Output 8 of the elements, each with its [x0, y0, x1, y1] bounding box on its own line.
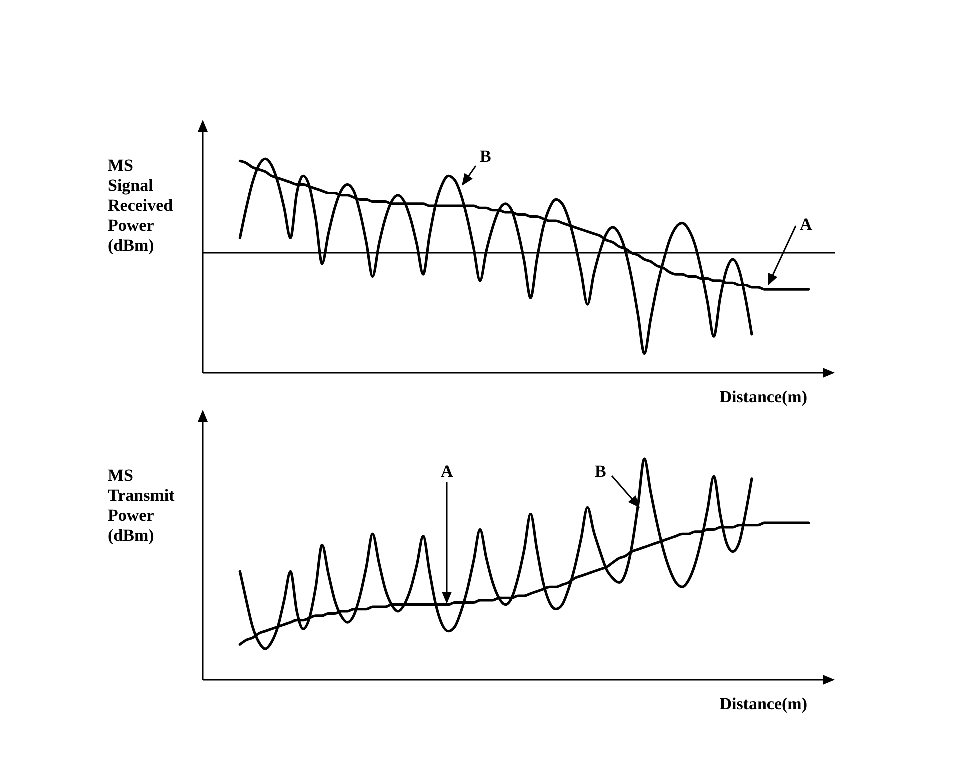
annotation: A	[441, 462, 454, 481]
x-axis-title: Distance(m)	[720, 694, 808, 714]
y-axis-title: MS Signal Received Power (dBm)	[108, 156, 174, 256]
annotation: A	[800, 215, 813, 234]
annotation: B	[480, 147, 492, 166]
x-axis-title: Distance(m)	[720, 388, 808, 406]
annotation: B	[595, 462, 606, 481]
y-axis-title: MS Transmit Power (dBm)	[108, 466, 175, 546]
